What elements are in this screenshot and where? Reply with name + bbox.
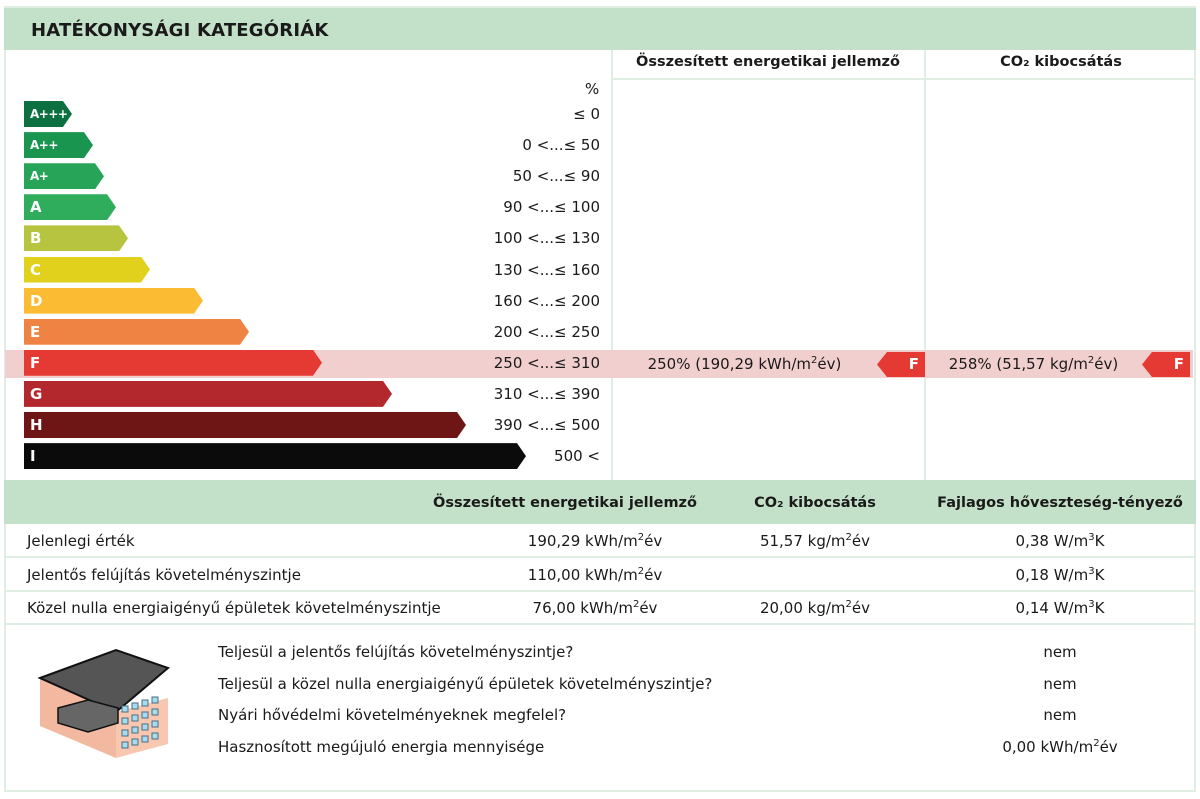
divider [4, 556, 1196, 558]
co2-category-tag: F [1142, 352, 1190, 377]
question: Hasznosított megújuló energia mennyisége [218, 737, 545, 756]
category-range: 0 <...≤ 50 [522, 136, 600, 155]
category-row-2: A+ 50 <...≤ 90 [5, 163, 605, 189]
category-range: 50 <...≤ 90 [512, 167, 600, 186]
co2-result: 258% (51,57 kg/m2év) [948, 355, 1119, 373]
answer: nem [1043, 643, 1077, 661]
category-row-1: A++ 0 <...≤ 50 [5, 132, 605, 158]
answer: nem [1043, 674, 1077, 693]
category-bar: E [24, 319, 249, 345]
category-row-11: I 500 < [5, 443, 605, 469]
category-bar: A [24, 194, 116, 220]
percent-label: % [585, 80, 600, 98]
category-range: 500 < [554, 447, 600, 466]
table-cell-energy: 190,29 kWh/m2év [527, 532, 663, 550]
category-bar: G [24, 381, 392, 407]
category-range: 250 <...≤ 310 [493, 353, 600, 372]
category-bar: F [24, 350, 322, 376]
building-icon [38, 648, 170, 758]
category-row-4: B 100 <...≤ 130 [5, 225, 605, 251]
category-row-10: H 390 <...≤ 500 [5, 412, 605, 438]
category-bar: C [24, 257, 150, 283]
energy-result: 250% (190,29 kWh/m2év) [647, 355, 842, 373]
table-row-label: Jelenlegi érték [27, 532, 135, 550]
divider [612, 78, 1196, 80]
table-cell-loss: 0,18 W/m3K [1015, 565, 1105, 584]
category-range: 100 <...≤ 130 [493, 229, 600, 248]
question: Teljesül a jelentős felújítás követelmén… [218, 643, 574, 661]
section-title: HATÉKONYSÁGI KATEGÓRIÁK [31, 20, 329, 41]
certificate-frame [4, 6, 1196, 792]
category-range: 130 <...≤ 160 [493, 260, 600, 279]
th-loss: Fajlagos hőveszteség-tényező [937, 495, 1183, 511]
table-cell-co2: 51,57 kg/m2év [759, 532, 871, 550]
col-header-co2: CO₂ kibocsátás [1000, 54, 1122, 70]
category-row-7: E 200 <...≤ 250 [5, 319, 605, 345]
section-header: HATÉKONYSÁGI KATEGÓRIÁK [4, 8, 1196, 50]
category-bar: H [24, 412, 466, 438]
category-range: 310 <...≤ 390 [493, 384, 600, 403]
energy-category-tag: F [877, 352, 925, 377]
divider [4, 623, 1196, 625]
category-bar: I [24, 443, 526, 469]
category-bar: D [24, 288, 203, 314]
table-cell-loss: 0,14 W/m3K [1015, 599, 1105, 617]
category-row-5: C 130 <...≤ 160 [5, 257, 605, 283]
category-range: 390 <...≤ 500 [493, 416, 600, 434]
table-cell-loss: 0,38 W/m3K [1015, 532, 1105, 550]
th-co2: CO₂ kibocsátás [754, 495, 876, 511]
category-bar: B [24, 225, 128, 251]
table-row-label: Jelentős felújítás követelményszintje [27, 565, 301, 584]
table-row-label: Közel nulla energiaigényű épületek követ… [27, 599, 441, 617]
category-row-8: F 250 <...≤ 310 [5, 350, 605, 376]
table-cell-energy: 110,00 kWh/m2év [527, 565, 663, 584]
question: Nyári hővédelmi követelményeknek megfele… [218, 706, 567, 724]
table-cell-co2: 20,00 kg/m2év [759, 599, 871, 617]
category-bar: A++ [24, 132, 93, 158]
table-header [4, 480, 1196, 524]
answer: 0,00 kWh/m2év [1002, 737, 1118, 756]
category-row-6: D 160 <...≤ 200 [5, 288, 605, 314]
category-row-0: A+++ ≤ 0 [5, 101, 605, 127]
category-range: 160 <...≤ 200 [493, 291, 600, 310]
question: Teljesül a közel nulla energiaigényű épü… [218, 674, 713, 693]
th-energy: Összesített energetikai jellemző [433, 495, 697, 511]
col-header-energy: Összesített energetikai jellemző [636, 54, 900, 70]
divider [924, 50, 926, 480]
divider [611, 50, 613, 480]
category-bar: A+ [24, 163, 104, 189]
category-bar: A+++ [24, 101, 72, 127]
category-row-9: G 310 <...≤ 390 [5, 381, 605, 407]
divider [4, 589, 1196, 592]
category-range: 90 <...≤ 100 [503, 198, 600, 217]
category-range: 200 <...≤ 250 [493, 322, 600, 341]
table-cell-energy: 76,00 kWh/m2év [532, 599, 658, 617]
category-row-3: A 90 <...≤ 100 [5, 194, 605, 220]
category-range: ≤ 0 [573, 105, 600, 123]
answer: nem [1043, 706, 1077, 724]
